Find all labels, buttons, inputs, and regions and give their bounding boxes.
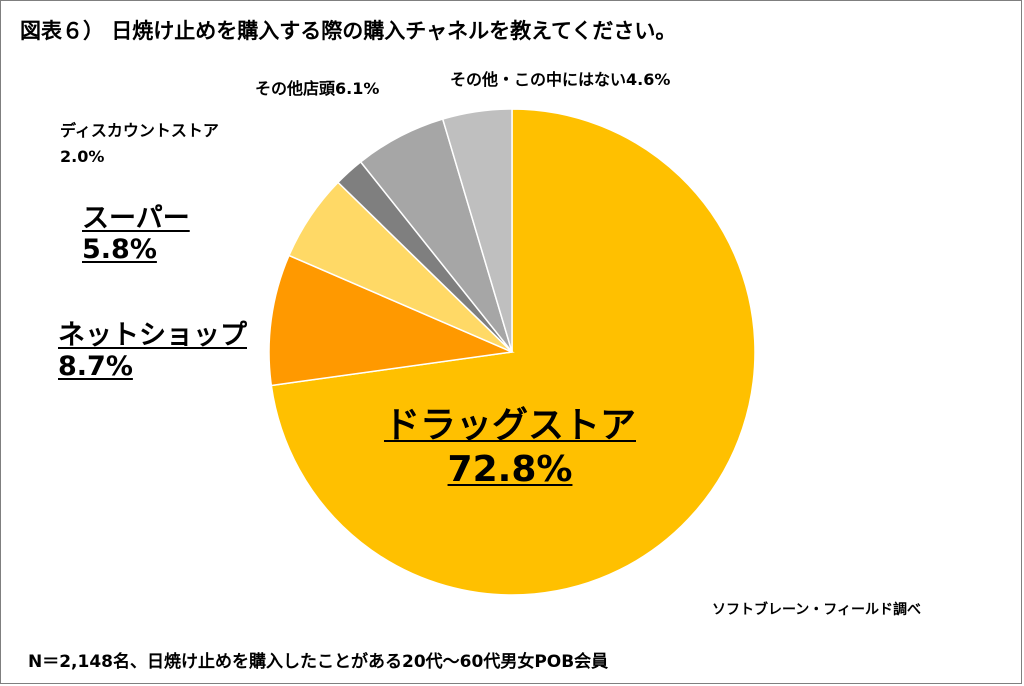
sample-note: N＝2,148名、日焼け止めを購入したことがある20代～60代男女POB会員 — [28, 652, 609, 672]
data-label-drugstore-value: 72.8% — [447, 448, 573, 490]
data-label-discount-store-name: ディスカウントストア — [60, 121, 219, 140]
data-label-other-store-name: その他店頭 — [255, 79, 336, 98]
data-label-other-store-value: 6.1% — [335, 79, 380, 98]
chart-title: 図表６） 日焼け止めを購入する際の購入チャネルを教えてください。 — [20, 19, 677, 43]
data-label-drugstore: ドラッグストア 72.8% — [380, 404, 640, 492]
data-label-drugstore-name: ドラッグストア — [383, 405, 636, 446]
data-label-other-store: その他店頭6.1% — [255, 79, 380, 98]
data-label-net-shop-name: ネットショップ — [58, 320, 247, 351]
pie-slice-none-of-these — [441, 108, 513, 353]
data-label-discount-store: ディスカウントストア 2.0% — [60, 118, 219, 171]
data-label-none-of-these-value: 4.6% — [626, 70, 671, 89]
pie-slice-net-shop — [268, 254, 515, 387]
source-credit: ソフトブレーン・フィールド調べ — [712, 602, 922, 618]
data-label-net-shop-value: 8.7% — [58, 351, 133, 383]
data-label-discount-store-value: 2.0% — [60, 147, 105, 167]
data-label-none-of-these: その他・この中にはない4.6% — [450, 70, 671, 89]
data-label-supermarket: スーパー 5.8% — [82, 203, 190, 265]
data-label-supermarket-value: 5.8% — [82, 234, 157, 266]
data-label-net-shop: ネットショップ 8.7% — [58, 320, 247, 382]
data-label-none-of-these-name: その他・この中にはない — [450, 70, 627, 89]
data-label-supermarket-name: スーパー — [82, 203, 190, 234]
